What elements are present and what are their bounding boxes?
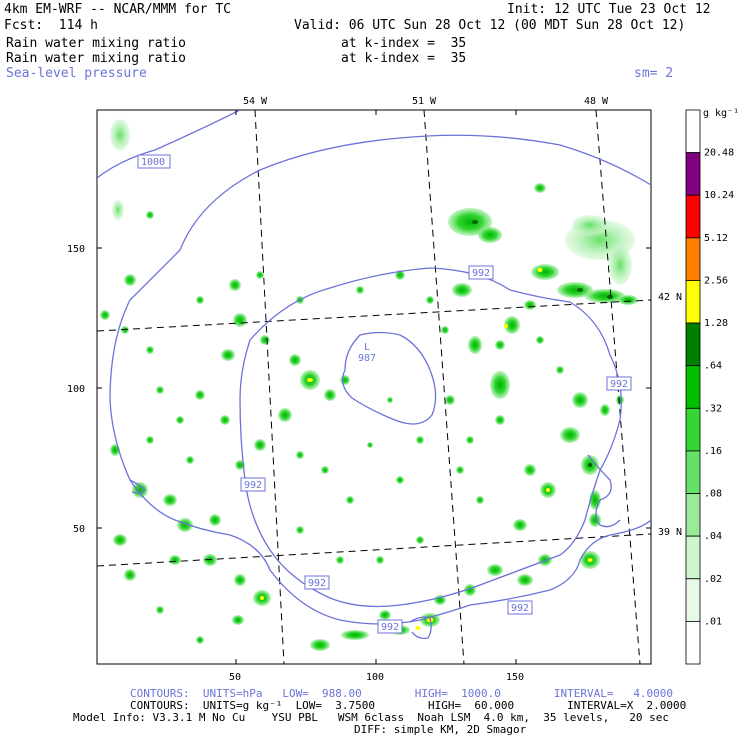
colorbar: 20.48 10.24 5.12 2.56 1.28 .64 .32 .16 .08 .04 .02… (685, 109, 734, 665)
colorbar-level-label: .04 (704, 531, 722, 542)
lon-label: 51 W (412, 96, 437, 107)
plot-frame (96, 109, 652, 665)
colorbar-segment (685, 578, 701, 622)
forecast-hour: Fcst: 114 h (4, 18, 98, 33)
x-tick-label: 50 (229, 672, 241, 683)
model-info: Model Info: V3.3.1 M No Cu YSU PBL WSM 6… (73, 711, 670, 724)
colorbar-segment (685, 407, 701, 452)
colorbar-segment (685, 194, 701, 239)
isobar-label-992: 992 (472, 268, 490, 279)
isobar-label-992: 992 (610, 379, 628, 390)
colorbar-level-label: 20.48 (704, 148, 734, 159)
contours-pressure-info: CONTOURS: UNITS=hPa LOW= 988.00 HIGH= 10… (130, 687, 674, 700)
y-tick-label: 50 (73, 524, 85, 535)
diffusion-info: DIFF: simple KM, 2D Smagor (354, 723, 527, 736)
low-center-value: 987 (358, 353, 376, 364)
model-title: 4km EM-WRF -- NCAR/MMM for TC (4, 2, 231, 17)
colorbar-segment (685, 237, 701, 281)
isobars (97, 110, 651, 640)
smoothing-label: sm= 2 (634, 66, 674, 81)
isobar-label-1000: 1000 (141, 157, 165, 168)
colorbar-level-label: 2.56 (704, 275, 728, 286)
field-2-name: Rain water mixing ratio (6, 51, 187, 66)
lat-label: 39 N (658, 527, 682, 538)
colorbar-segment (685, 365, 701, 409)
colorbar-segment (685, 493, 701, 537)
colorbar-level-label: .08 (704, 489, 722, 500)
colorbar-segment (685, 322, 701, 367)
y-tick-label: 150 (67, 244, 85, 255)
field-1-level: at k-index = 35 (341, 36, 467, 51)
colorbar-segment (685, 109, 701, 154)
field-1-name: Rain water mixing ratio (6, 36, 187, 51)
lon-label: 54 W (243, 96, 268, 107)
valid-time: Valid: 06 UTC Sun 28 Oct 12 (00 MDT Sun … (294, 18, 686, 33)
y-tick-label: 100 (67, 384, 85, 395)
lon-label: 48 W (584, 96, 609, 107)
isobar-labels: 1000 992 992 992 992 992 992 L 987 (137, 154, 632, 634)
colorbar-level-label: 10.24 (704, 190, 734, 201)
colorbar-segment (685, 535, 701, 580)
colorbar-level-label: .32 (704, 403, 722, 414)
colorbar-level-label: .01 (704, 616, 722, 627)
colorbar-segment (685, 152, 701, 196)
colorbar-level-label: 5.12 (704, 233, 728, 244)
isobar-label-992: 992 (381, 622, 399, 633)
colorbar-level-label: .02 (704, 574, 722, 585)
colorbar-segment (685, 620, 701, 665)
axis-ticks (97, 110, 651, 664)
colorbar-level-label: 1.28 (704, 318, 728, 329)
contours-rain-info: CONTOURS: UNITS=g kg⁻¹ LOW= 3.7500 HIGH=… (130, 699, 687, 712)
colorbar-segment (685, 450, 701, 494)
x-tick-label: 150 (506, 672, 524, 683)
lat-label: 42 N (658, 292, 682, 303)
colorbar-units: g kg⁻¹ (703, 108, 739, 119)
field-2-level: at k-index = 35 (341, 51, 467, 66)
low-center-letter: L (364, 342, 370, 353)
x-tick-label: 100 (366, 672, 384, 683)
field-3-name: Sea-level pressure (6, 66, 147, 81)
init-time: Init: 12 UTC Tue 23 Oct 12 (507, 2, 711, 17)
isobar-label-992: 992 (511, 603, 529, 614)
colorbar-level-label: .16 (704, 446, 722, 457)
isobar-label-992: 992 (244, 480, 262, 491)
colorbar-segment (685, 280, 701, 324)
isobar-label-992: 992 (308, 578, 326, 589)
colorbar-level-label: .64 (704, 361, 722, 372)
